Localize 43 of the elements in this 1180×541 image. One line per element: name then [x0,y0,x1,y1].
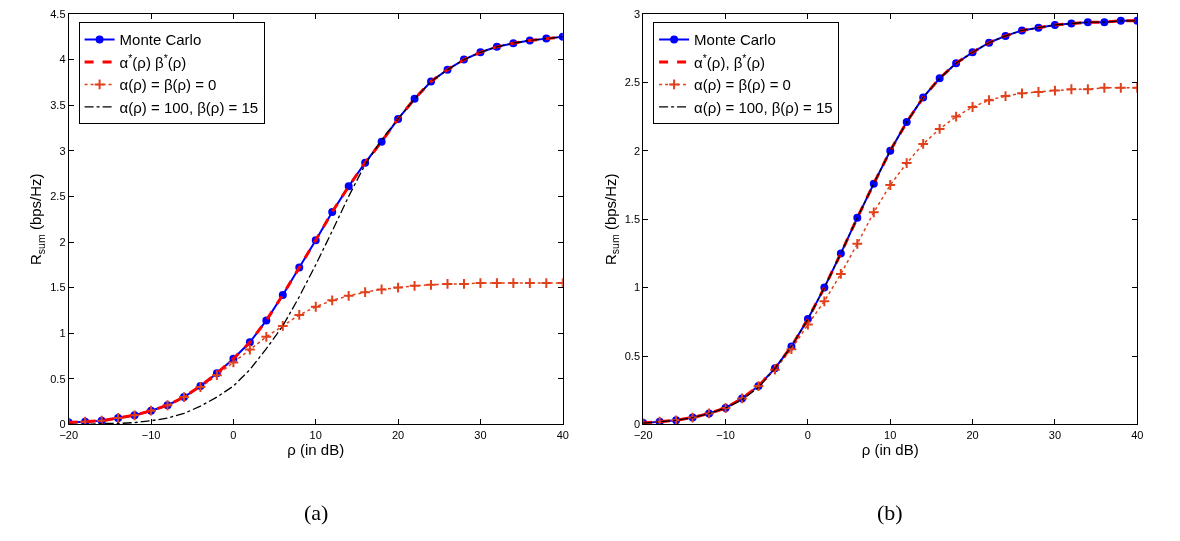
y-tick-label: 3.5 [50,99,66,112]
x-tick-label: 10 [309,428,322,441]
x-tick-label: 0 [230,428,237,441]
legend-label: α(ρ) = β(ρ) = 0 [119,76,217,94]
y-tick-label: 3 [59,144,66,157]
legend-label: α$^{*}$(ρ), β$^{*}$(ρ) [694,51,765,71]
legend-label: α(ρ) = 100, β(ρ) = 15 [119,98,259,116]
y-tick-label: 1 [59,327,66,340]
x-tick-label: −10 [141,428,161,441]
x-tick-label: −10 [716,428,735,441]
legend-label: α(ρ) = β(ρ) = 0 [694,76,791,94]
legend-label: Monte Carlo [694,31,776,49]
y-tick-label: 2 [633,144,641,157]
y-tick-label: 2 [59,235,66,248]
x-tick-label: 20 [391,428,405,441]
x-tick-label: 30 [474,428,487,441]
y-tick-label: 2.5 [624,76,641,89]
text: (a) [304,500,329,525]
x-axis-title: ρ (in dB) [287,440,345,458]
x-tick-label: −20 [633,428,653,441]
y-tick-label: 0.5 [50,372,66,385]
x-axis-title: ρ (in dB) [861,440,919,458]
y-tick-label: 4 [59,53,66,66]
legend-label: α$^{*}$(ρ) β$^{*}$(ρ) [119,51,187,71]
x-tick-label: 40 [1131,428,1144,441]
x-tick-label: 0 [804,428,811,441]
y-tick-label: 0 [59,418,66,431]
legend-label: α(ρ) = 100, β(ρ) = 15 [694,98,833,116]
y-tick-label: 1.5 [50,281,66,294]
y-tick-label: 1 [633,281,641,294]
y-tick-label: 1.5 [624,213,641,226]
x-tick-label: 30 [1048,428,1062,441]
x-tick-label: 20 [966,428,979,441]
text: (b) [877,500,903,525]
y-tick-label: 2.5 [50,190,66,203]
y-tick-label: 4.5 [50,7,66,20]
y-tick-label: 0.5 [624,349,641,362]
legend-label: Monte Carlo [119,31,202,49]
x-tick-label: 40 [556,428,569,441]
x-tick-label: 10 [884,428,897,441]
x-tick-label: −20 [59,428,79,441]
y-tick-label: 3 [633,7,641,20]
y-tick-label: 0 [633,418,641,431]
